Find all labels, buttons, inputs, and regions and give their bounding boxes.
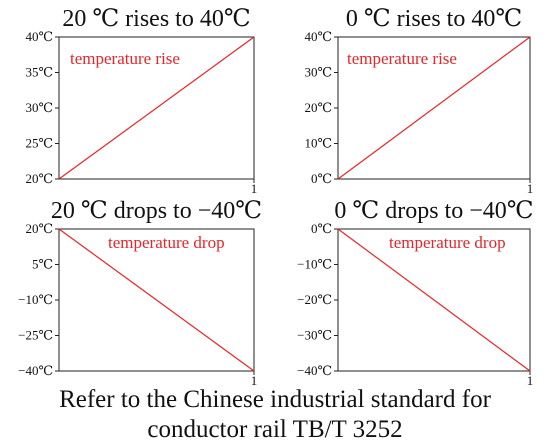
panel-2-ytick-label: 10℃ (304, 136, 332, 151)
panel-2-ytick-label: 30℃ (304, 65, 332, 80)
panel-3-title: 20 ℃ drops to −40℃ (51, 198, 262, 224)
panel-4-ytick-label: −30℃ (297, 328, 332, 343)
panel-1-series-line (58, 36, 255, 180)
panel-2-ytick-label: 40℃ (304, 29, 332, 44)
caption-line-2: conductor rail TB/T 3252 (147, 416, 403, 443)
panel-4-xtick-label: 1 (527, 373, 534, 388)
panel-3-annotation: temperature drop (108, 233, 225, 252)
panel-2-ytick-label: 0℃ (311, 171, 332, 186)
panel-3-xtick-label: 1 (251, 373, 258, 388)
panel-4-annotation: temperature drop (389, 233, 506, 252)
panel-4-title: 0 ℃ drops to −40℃ (334, 198, 533, 224)
panel-4-ytick-label: −10℃ (297, 257, 332, 272)
panel-3-ytick-label: −40℃ (18, 363, 53, 378)
panel-1-xtick-label: 1 (251, 181, 258, 196)
panel-3-ytick-label: −10℃ (18, 292, 53, 307)
panel-2-title: 0 ℃ rises to 40℃ (346, 6, 522, 32)
panel-4-ytick-label: −20℃ (297, 292, 332, 307)
panel-2-xtick-label: 1 (527, 181, 534, 196)
panel-1-ytick-label: 25℃ (25, 136, 53, 151)
panel-4-series-line (337, 228, 531, 372)
panel-3-series-line (58, 228, 255, 372)
panel-4-ytick-label: −40℃ (297, 363, 332, 378)
caption-line-1: Refer to the Chinese industrial standard… (59, 386, 491, 413)
panel-3-ytick-label: 5℃ (32, 257, 53, 272)
panel-3-ytick-label: −25℃ (18, 328, 53, 343)
panel-3-ytick-label: 20℃ (25, 221, 53, 236)
panel-4-ytick-label: 0℃ (311, 221, 332, 236)
panel-2-series-line (337, 36, 531, 180)
panel-1-annotation: temperature rise (70, 49, 180, 68)
panel-2-ytick-label: 20℃ (304, 100, 332, 115)
panel-1-ytick-label: 35℃ (25, 65, 53, 80)
panel-1-ytick-label: 40℃ (25, 29, 53, 44)
panel-1-title: 20 ℃ rises to 40℃ (62, 6, 250, 32)
panel-2-annotation: temperature rise (347, 49, 457, 68)
panel-1-ytick-label: 30℃ (25, 100, 53, 115)
panel-1-ytick-label: 20℃ (25, 171, 53, 186)
